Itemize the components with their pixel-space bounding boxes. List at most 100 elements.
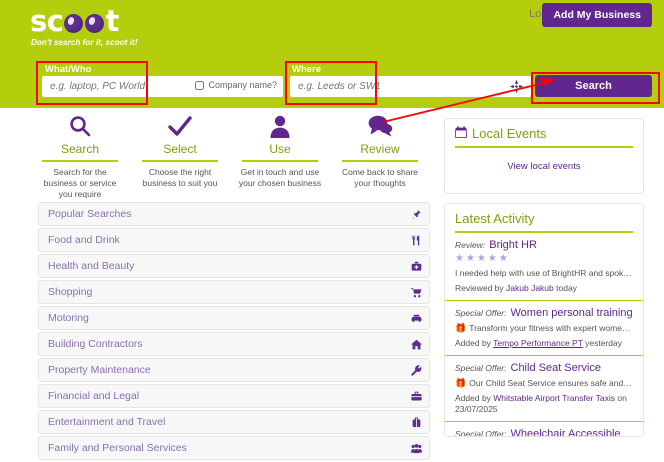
- activity-item-review[interactable]: Review: Bright HR ★★★★★ I needed help wit…: [445, 233, 643, 301]
- activity-meta-prefix: Added by: [455, 337, 494, 348]
- activity-meta-suffix: on 23/07/2025: [455, 392, 627, 414]
- offer-tag-icon: 🎁: [455, 322, 467, 333]
- home-icon: [403, 339, 429, 350]
- local-events-panel: Local Events View local events: [444, 118, 644, 194]
- category-label: Popular Searches: [48, 208, 132, 220]
- logo-text-last: t: [105, 4, 119, 38]
- add-my-business-button[interactable]: Add My Business: [542, 3, 652, 27]
- logo-circle-icon-2: [85, 13, 105, 33]
- logo-wordmark: sc t: [30, 6, 119, 36]
- activity-meta-prefix: Added by: [455, 392, 494, 403]
- latest-activity-header: Latest Activity: [445, 204, 643, 226]
- step-divider: [242, 160, 318, 162]
- step-description: Come back to share your thoughts: [341, 166, 419, 188]
- pin-icon: [403, 209, 429, 220]
- activity-title-link[interactable]: Bright HR: [489, 238, 537, 251]
- category-row-popular-searches[interactable]: Popular Searches: [38, 202, 430, 226]
- activity-kind: Special Offer:: [455, 362, 507, 373]
- where-field-container[interactable]: [290, 76, 531, 97]
- step-search: Search Search for the business or servic…: [30, 113, 130, 199]
- company-name-checkbox-label[interactable]: Company name?: [195, 80, 277, 90]
- category-label: Property Maintenance: [48, 364, 151, 376]
- category-label: Health and Beauty: [48, 260, 135, 272]
- latest-activity-title: Latest Activity: [455, 211, 535, 226]
- category-row-shopping[interactable]: Shopping: [38, 280, 430, 304]
- shopping-cart-icon: [403, 287, 429, 298]
- search-button[interactable]: Search: [535, 75, 652, 97]
- category-label: Shopping: [48, 286, 93, 298]
- category-row-family-and-personal-services[interactable]: Family and Personal Services: [38, 436, 430, 460]
- what-who-input[interactable]: [43, 77, 202, 96]
- activity-body-text: Our Child Seat Service ensures safe and …: [469, 377, 633, 388]
- category-row-building-contractors[interactable]: Building Contractors: [38, 332, 430, 356]
- group-icon: [403, 443, 429, 454]
- step-title: Search: [60, 142, 100, 156]
- step-use: Use Get in touch and use your chosen bus…: [230, 113, 330, 193]
- local-events-header: Local Events: [445, 119, 643, 141]
- category-label: Entertainment and Travel: [48, 416, 166, 428]
- latest-activity-panel: Latest Activity Review: Bright HR ★★★★★ I…: [444, 203, 644, 437]
- step-divider: [42, 160, 118, 162]
- star-rating-icon: ★★★★★: [455, 252, 510, 264]
- activity-title-link[interactable]: Women personal training: [510, 306, 633, 319]
- category-label: Motoring: [48, 312, 89, 324]
- category-label: Building Contractors: [48, 338, 143, 350]
- step-divider: [142, 160, 218, 162]
- where-input[interactable]: [291, 77, 495, 96]
- activity-body-text: Transform your fitness with expert women…: [469, 322, 633, 333]
- person-icon: [230, 113, 330, 139]
- activity-meta-prefix: Reviewed by: [455, 282, 507, 293]
- category-label: Food and Drink: [48, 234, 120, 246]
- activity-meta-suffix: yesterday: [582, 337, 622, 348]
- activity-body: I needed help with use of BrightHR and s…: [455, 267, 633, 278]
- activity-item-offer-women-personal-training[interactable]: Special Offer: Women personal training 🎁 T…: [445, 301, 643, 356]
- category-row-health-and-beauty[interactable]: Health and Beauty: [38, 254, 430, 278]
- briefcase-icon: [403, 391, 429, 402]
- activity-kind: Review:: [455, 239, 486, 250]
- car-icon: [403, 313, 429, 324]
- activity-item-offer-wheelchair-accessible-taxis[interactable]: Special Offer:Wheelchair Accessible Taxi…: [445, 422, 643, 437]
- logo-text-first: sc: [30, 4, 64, 38]
- cutlery-icon: [403, 235, 429, 246]
- activity-meta: Reviewed by Jakub Jakub today: [455, 283, 633, 294]
- category-row-property-maintenance[interactable]: Property Maintenance: [38, 358, 430, 382]
- activity-meta: Added by Tempo Performance PT yesterday: [455, 338, 633, 349]
- category-row-food-and-drink[interactable]: Food and Drink: [38, 228, 430, 252]
- step-review: Review Come back to share your thoughts: [330, 113, 430, 193]
- logo-circle-icon-1: [64, 13, 84, 33]
- company-name-checkbox[interactable]: [195, 80, 205, 90]
- speech-bubble-icon: [330, 113, 430, 139]
- site-header: sc t Don't search for it, scoot it! Logi…: [0, 0, 664, 108]
- where-label: Where: [292, 64, 322, 75]
- activity-author-link[interactable]: Jakub Jakub: [506, 282, 554, 293]
- category-row-entertainment-and-travel[interactable]: Entertainment and Travel: [38, 410, 430, 434]
- site-logo[interactable]: sc t Don't search for it, scoot it!: [28, 4, 158, 48]
- step-title: Select: [163, 142, 197, 156]
- category-label: Financial and Legal: [48, 390, 140, 402]
- logo-tagline: Don't search for it, scoot it!: [31, 38, 138, 47]
- category-list: Popular Searches Food and Drink Health a…: [38, 202, 430, 462]
- crosshair-icon[interactable]: [510, 80, 523, 93]
- magnifier-icon: [30, 113, 130, 139]
- step-title: Review: [360, 142, 400, 156]
- activity-author-link[interactable]: Whitstable Airport Transfer Taxis: [493, 392, 616, 403]
- activity-item-offer-child-seat-service[interactable]: Special Offer: Child Seat Service 🎁 Our Ch…: [445, 356, 643, 422]
- category-row-financial-and-legal[interactable]: Financial and Legal: [38, 384, 430, 408]
- activity-meta-suffix: today: [553, 282, 577, 293]
- step-select: Select Choose the right business to suit…: [130, 113, 230, 193]
- view-local-events-link[interactable]: View local events: [507, 160, 581, 172]
- step-description: Choose the right business to suit you: [142, 166, 218, 188]
- step-description: Search for the business or service you r…: [43, 166, 117, 199]
- how-it-works-steps: Search Search for the business or servic…: [30, 113, 430, 199]
- activity-body: 🎁 Transform your fitness with expert wome…: [455, 323, 633, 334]
- activity-title-link[interactable]: Child Seat Service: [510, 361, 602, 374]
- what-who-field-container[interactable]: Company name?: [42, 76, 283, 97]
- offer-tag-icon: 🎁: [455, 377, 467, 388]
- calendar-icon: [455, 126, 467, 141]
- what-who-label: What/Who: [45, 64, 92, 75]
- activity-meta: Added by Whitstable Airport Transfer Tax…: [455, 393, 633, 415]
- activity-author-link[interactable]: Tempo Performance PT: [493, 337, 583, 348]
- company-name-checkbox-text: Company name?: [208, 80, 277, 90]
- check-icon: [130, 113, 230, 139]
- category-row-motoring[interactable]: Motoring: [38, 306, 430, 330]
